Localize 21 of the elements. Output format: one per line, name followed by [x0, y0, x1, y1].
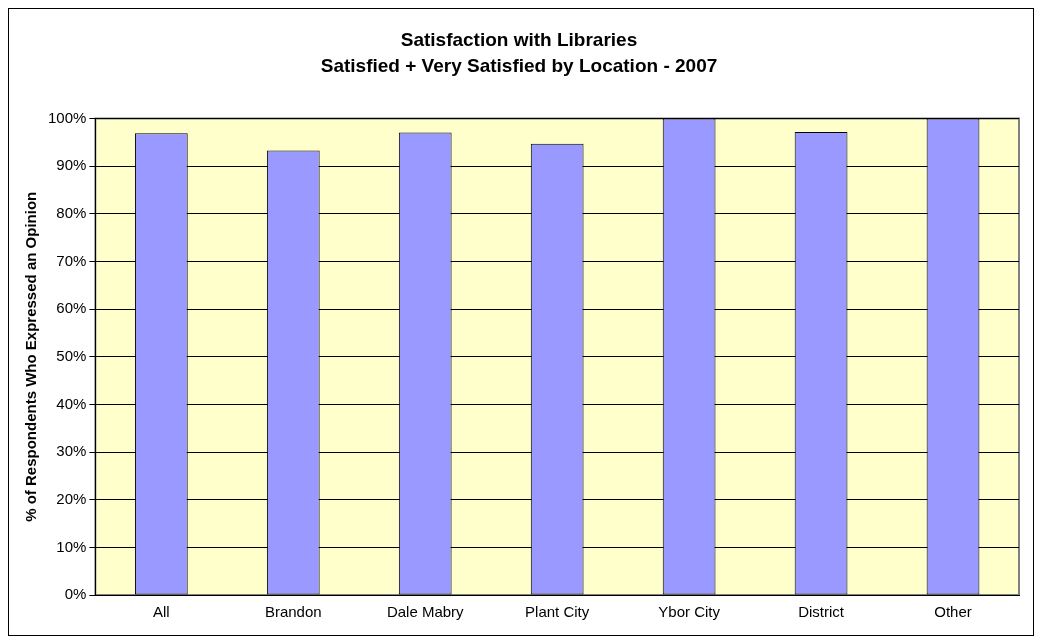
y-tick-label: 20% — [56, 489, 87, 507]
y-tick-label: 60% — [56, 299, 87, 317]
x-tick-label: Plant City — [525, 603, 590, 621]
y-tick-label: 50% — [56, 346, 87, 364]
x-tick-label: All — [153, 603, 170, 621]
y-tick-label: 0% — [64, 585, 87, 603]
x-tick-label: Dale Mabry — [386, 603, 465, 621]
y-tick-label: 10% — [56, 537, 87, 555]
chart-title: Satisfaction with Libraries — [400, 28, 638, 50]
x-tick-label: Other — [934, 603, 972, 621]
y-axis-title: % of Respondents Who Expressed an Opinion — [22, 191, 40, 522]
x-tick-label: Brandon — [264, 603, 322, 621]
y-tick-label: 40% — [56, 394, 87, 412]
y-tick-label: 90% — [56, 156, 87, 174]
y-tick-label: 80% — [56, 204, 87, 222]
y-tick-label: 70% — [56, 251, 87, 269]
x-tick-label: Ybor City — [658, 603, 721, 621]
y-tick-label: 30% — [56, 442, 87, 460]
chart-subtitle: Satisfied + Very Satisfied by Location - 2007 — [320, 55, 718, 77]
x-tick-label: District — [798, 603, 845, 621]
y-tick-label: 100% — [47, 108, 87, 126]
